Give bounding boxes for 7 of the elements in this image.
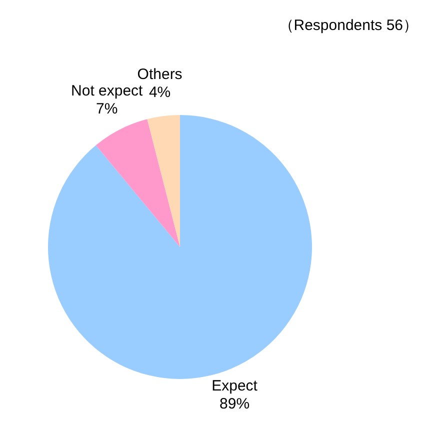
slice-label: Others: [137, 66, 182, 84]
text: （Respondents 56）: [278, 17, 418, 34]
slice-label: Not expect: [71, 82, 144, 100]
data-label: 7%: [96, 100, 118, 118]
slice-label: Expect: [212, 378, 258, 395]
data-label: 89%: [220, 396, 250, 413]
data-label: 4%: [148, 84, 171, 102]
